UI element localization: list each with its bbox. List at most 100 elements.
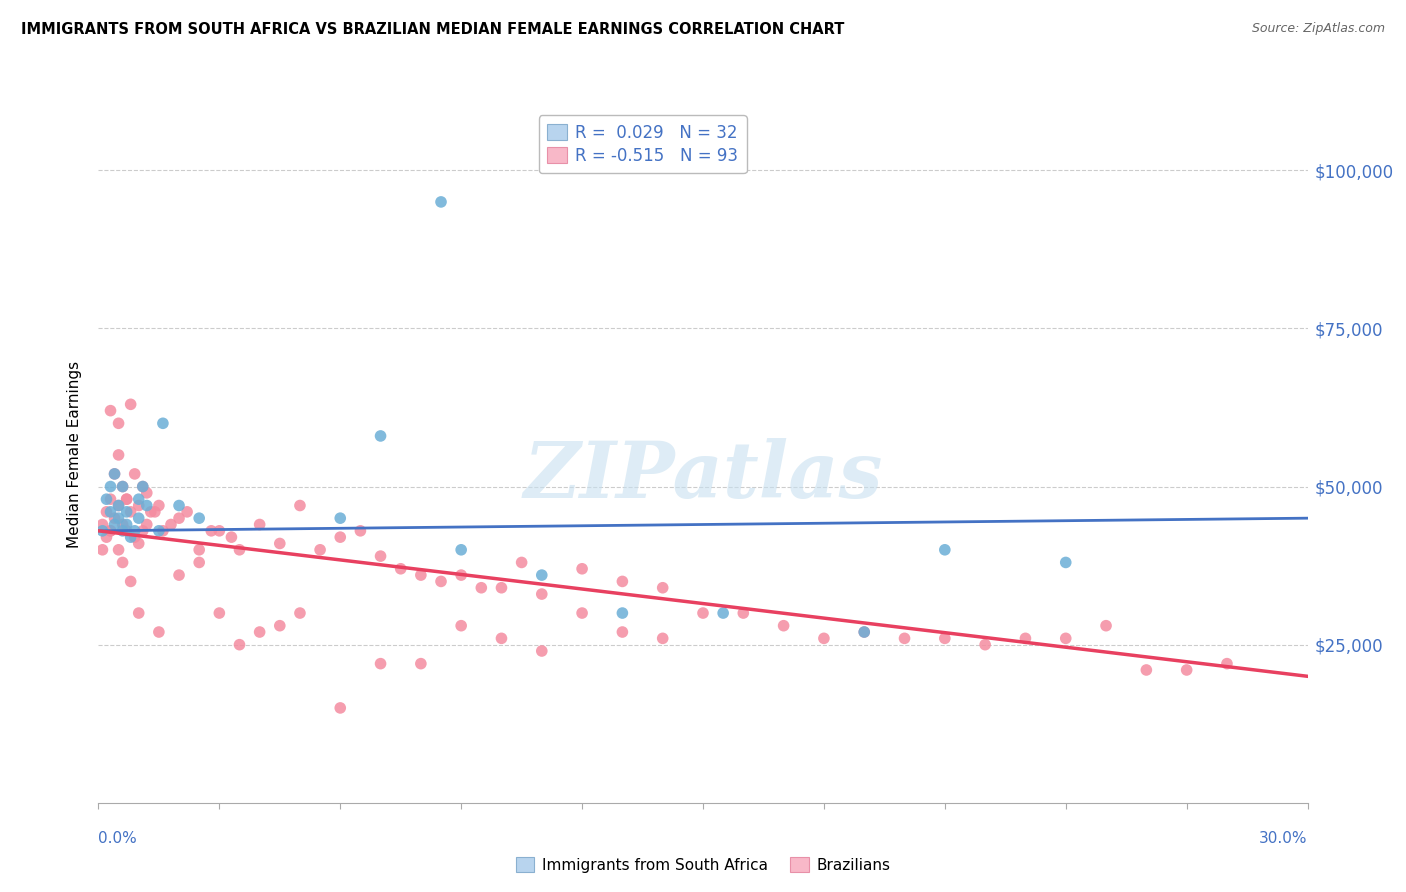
Point: [143, 505, 166, 519]
Point: [571, 606, 593, 620]
Point: [208, 524, 231, 538]
Point: [349, 524, 371, 538]
Point: [96, 505, 118, 519]
Point: [711, 606, 734, 620]
Point: [450, 542, 472, 557]
Point: [309, 542, 332, 557]
Point: [103, 511, 125, 525]
Point: [128, 492, 150, 507]
Point: [1135, 663, 1157, 677]
Point: [111, 556, 134, 570]
Text: 0.0%: 0.0%: [98, 831, 138, 846]
Point: [288, 499, 311, 513]
Point: [1054, 556, 1077, 570]
Point: [120, 530, 142, 544]
Point: [135, 499, 157, 513]
Point: [470, 581, 492, 595]
Point: [389, 562, 412, 576]
Point: [103, 467, 125, 481]
Point: [111, 479, 134, 493]
Point: [152, 417, 174, 431]
Point: [491, 632, 513, 646]
Point: [692, 606, 714, 620]
Point: [329, 530, 352, 544]
Point: [128, 499, 150, 513]
Point: [1095, 618, 1118, 632]
Point: [329, 511, 352, 525]
Point: [120, 505, 142, 519]
Point: [167, 511, 190, 525]
Point: [91, 517, 114, 532]
Legend: Immigrants from South Africa, Brazilians: Immigrants from South Africa, Brazilians: [509, 851, 897, 879]
Point: [733, 606, 755, 620]
Point: [167, 568, 190, 582]
Point: [1054, 632, 1077, 646]
Point: [167, 499, 190, 513]
Point: [934, 542, 956, 557]
Point: [430, 574, 453, 589]
Point: [103, 467, 125, 481]
Text: Source: ZipAtlas.com: Source: ZipAtlas.com: [1251, 22, 1385, 36]
Point: [124, 530, 146, 544]
Point: [208, 606, 231, 620]
Point: [409, 568, 432, 582]
Point: [111, 517, 134, 532]
Point: [813, 632, 835, 646]
Point: [772, 618, 794, 632]
Point: [491, 581, 513, 595]
Point: [107, 499, 129, 513]
Point: [128, 606, 150, 620]
Point: [530, 644, 553, 658]
Point: [100, 403, 122, 417]
Point: [91, 524, 114, 538]
Point: [91, 542, 114, 557]
Point: [103, 517, 125, 532]
Point: [120, 574, 142, 589]
Point: [132, 479, 155, 493]
Point: [135, 517, 157, 532]
Point: [124, 467, 146, 481]
Point: [269, 618, 291, 632]
Point: [370, 549, 392, 563]
Point: [329, 701, 352, 715]
Point: [139, 505, 162, 519]
Point: [100, 524, 122, 538]
Point: [111, 479, 134, 493]
Point: [1216, 657, 1239, 671]
Point: [249, 517, 271, 532]
Text: 30.0%: 30.0%: [1260, 831, 1308, 846]
Point: [176, 505, 198, 519]
Text: IMMIGRANTS FROM SOUTH AFRICA VS BRAZILIAN MEDIAN FEMALE EARNINGS CORRELATION CHA: IMMIGRANTS FROM SOUTH AFRICA VS BRAZILIA…: [21, 22, 845, 37]
Point: [152, 524, 174, 538]
Point: [228, 638, 250, 652]
Point: [132, 524, 155, 538]
Point: [128, 536, 150, 550]
Point: [120, 397, 142, 411]
Point: [853, 625, 876, 640]
Point: [188, 542, 211, 557]
Point: [148, 524, 170, 538]
Point: [135, 486, 157, 500]
Point: [107, 417, 129, 431]
Point: [111, 524, 134, 538]
Point: [228, 542, 250, 557]
Point: [107, 499, 129, 513]
Point: [100, 524, 122, 538]
Point: [530, 587, 553, 601]
Point: [934, 632, 956, 646]
Point: [1014, 632, 1036, 646]
Point: [160, 517, 183, 532]
Point: [651, 581, 673, 595]
Point: [132, 479, 155, 493]
Point: [249, 625, 271, 640]
Point: [107, 448, 129, 462]
Point: [221, 530, 243, 544]
Point: [530, 568, 553, 582]
Point: [96, 530, 118, 544]
Point: [1175, 663, 1198, 677]
Point: [612, 574, 634, 589]
Point: [651, 632, 673, 646]
Point: [100, 479, 122, 493]
Point: [200, 524, 222, 538]
Point: [571, 562, 593, 576]
